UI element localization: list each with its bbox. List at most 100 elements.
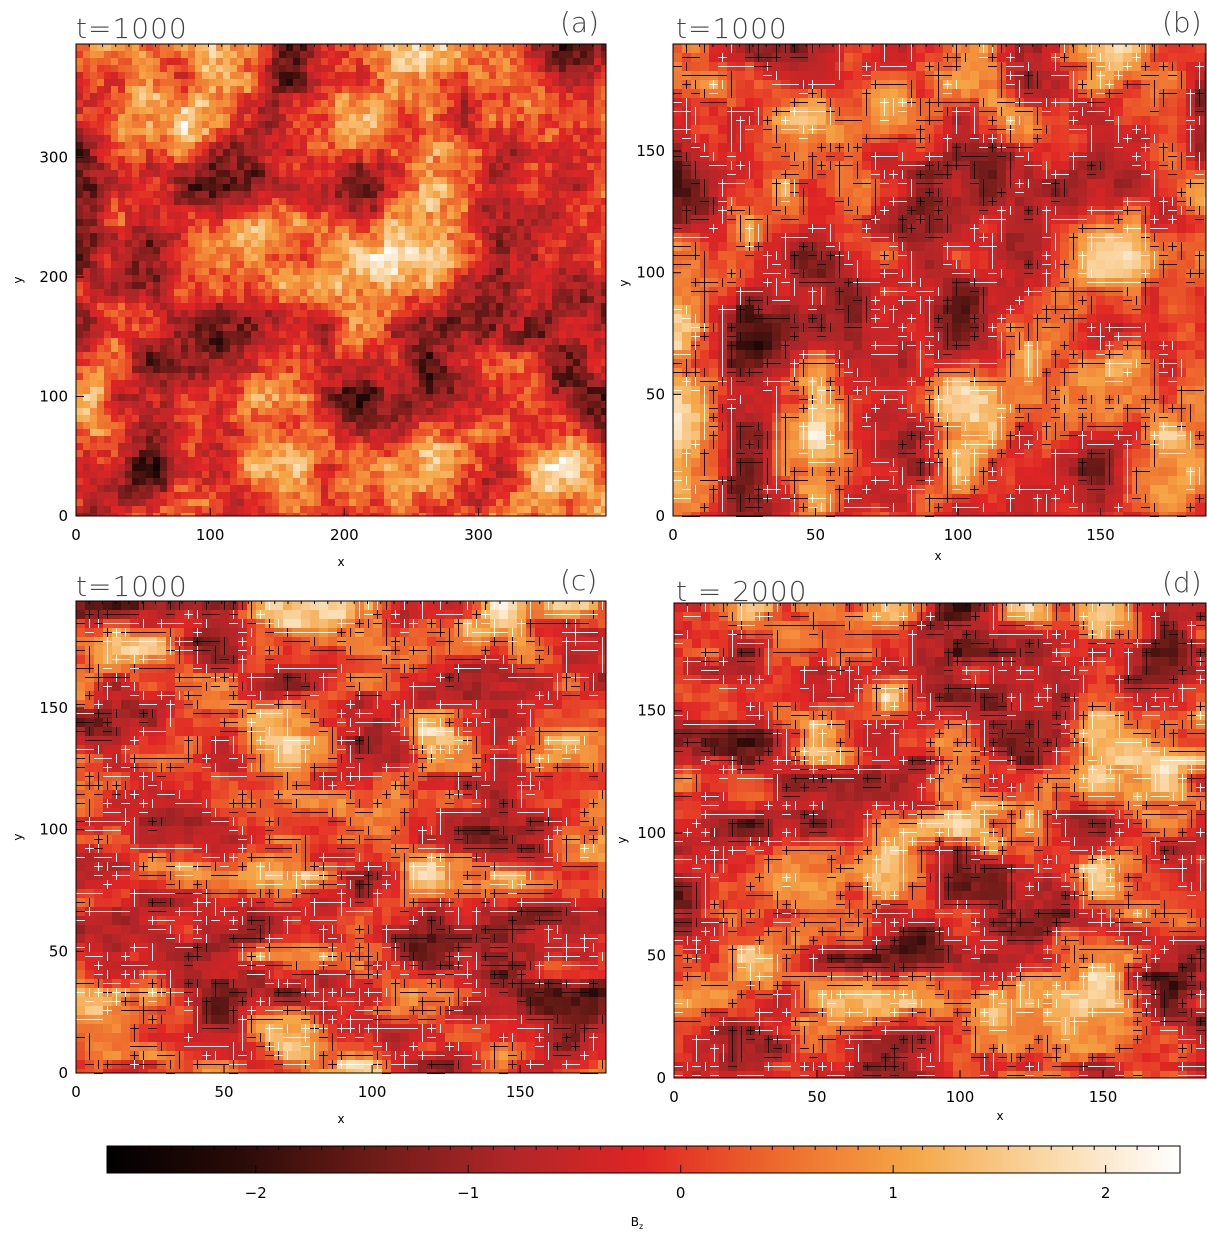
heatmap-cell xyxy=(174,436,182,444)
heatmap-cell xyxy=(174,142,182,150)
heatmap-cell xyxy=(391,212,399,220)
heatmap-cell xyxy=(230,44,238,52)
heatmap-cell xyxy=(279,177,287,185)
heatmap-cell xyxy=(104,275,112,283)
heatmap-cell xyxy=(398,401,406,409)
heatmap-cell xyxy=(125,100,133,108)
heatmap-cell xyxy=(482,478,490,486)
heatmap-cell xyxy=(125,114,133,122)
heatmap-cell xyxy=(552,380,560,388)
heatmap-cell xyxy=(188,240,196,248)
heatmap-cell xyxy=(335,380,343,388)
heatmap-cell xyxy=(202,380,210,388)
heatmap-cell xyxy=(342,163,350,171)
heatmap-cell xyxy=(160,492,168,500)
heatmap-cell xyxy=(552,450,560,458)
heatmap-cell xyxy=(384,450,392,458)
heatmap-cell xyxy=(559,170,567,178)
heatmap-cell xyxy=(300,247,308,255)
heatmap-cell xyxy=(195,387,203,395)
heatmap-cell xyxy=(566,142,574,150)
heatmap-cell xyxy=(580,478,588,486)
heatmap-cell xyxy=(188,443,196,451)
heatmap-cell xyxy=(363,121,371,129)
heatmap-cell xyxy=(538,275,546,283)
heatmap-cell xyxy=(321,121,329,129)
heatmap-cell xyxy=(573,436,581,444)
heatmap-cell xyxy=(104,247,112,255)
heatmap-cell xyxy=(314,415,322,423)
heatmap-cell xyxy=(594,289,602,297)
heatmap-cell xyxy=(237,163,245,171)
heatmap-cell xyxy=(559,422,567,430)
heatmap-cell xyxy=(461,184,469,192)
heatmap-cell xyxy=(328,86,336,94)
heatmap-cell xyxy=(104,268,112,276)
heatmap-cell xyxy=(419,212,427,220)
heatmap-cell xyxy=(447,450,455,458)
heatmap-cell xyxy=(286,261,294,269)
heatmap-cell xyxy=(321,387,329,395)
heatmap-cell xyxy=(503,408,511,416)
heatmap-cell xyxy=(573,100,581,108)
heatmap-cell xyxy=(181,170,189,178)
heatmap-cell xyxy=(510,471,518,479)
heatmap-cell xyxy=(202,499,210,507)
heatmap-cell xyxy=(104,170,112,178)
heatmap-cell xyxy=(209,219,217,227)
heatmap-cell xyxy=(167,317,175,325)
heatmap-cell xyxy=(566,310,574,318)
heatmap-cell xyxy=(587,450,595,458)
heatmap-cell xyxy=(335,198,343,206)
heatmap-cell xyxy=(503,142,511,150)
heatmap-cell xyxy=(391,268,399,276)
heatmap-cell xyxy=(573,408,581,416)
heatmap-cell xyxy=(181,394,189,402)
heatmap-cell xyxy=(321,261,329,269)
heatmap-cell xyxy=(349,373,357,381)
heatmap-cell xyxy=(398,65,406,73)
heatmap-cell xyxy=(230,331,238,339)
heatmap-cell xyxy=(405,205,413,213)
heatmap-cell xyxy=(314,268,322,276)
heatmap-cell xyxy=(125,450,133,458)
heatmap-cell xyxy=(433,107,441,115)
heatmap-cell xyxy=(573,268,581,276)
heatmap-cell xyxy=(594,492,602,500)
heatmap-cell xyxy=(188,296,196,304)
heatmap-cell xyxy=(118,457,126,465)
heatmap-cell xyxy=(83,254,91,262)
heatmap-cell xyxy=(489,436,497,444)
heatmap-cell xyxy=(580,436,588,444)
heatmap-cell xyxy=(97,317,105,325)
heatmap-cell xyxy=(447,443,455,451)
heatmap-cell xyxy=(405,401,413,409)
heatmap-cell xyxy=(496,296,504,304)
heatmap-cell xyxy=(230,191,238,199)
heatmap-cell xyxy=(300,464,308,472)
heatmap-cell xyxy=(167,233,175,241)
heatmap-cell xyxy=(426,485,434,493)
heatmap-cell xyxy=(419,450,427,458)
heatmap-cell xyxy=(111,149,119,157)
heatmap-cell xyxy=(286,387,294,395)
heatmap-cell xyxy=(503,345,511,353)
heatmap-cell xyxy=(314,149,322,157)
heatmap-cell xyxy=(538,373,546,381)
heatmap-cell xyxy=(188,492,196,500)
heatmap-cell xyxy=(454,436,462,444)
heatmap-cell xyxy=(377,100,385,108)
heatmap-cell xyxy=(580,100,588,108)
heatmap-cell xyxy=(97,191,105,199)
heatmap-cell xyxy=(293,394,301,402)
heatmap-cell xyxy=(580,485,588,493)
heatmap-cell xyxy=(559,373,567,381)
heatmap-cell xyxy=(496,121,504,129)
heatmap-cell xyxy=(482,415,490,423)
heatmap-cell xyxy=(258,296,266,304)
heatmap-cell xyxy=(111,352,119,360)
heatmap-cell xyxy=(391,387,399,395)
heatmap-cell xyxy=(482,44,490,52)
heatmap-cell xyxy=(209,499,217,507)
heatmap-cell xyxy=(335,429,343,437)
